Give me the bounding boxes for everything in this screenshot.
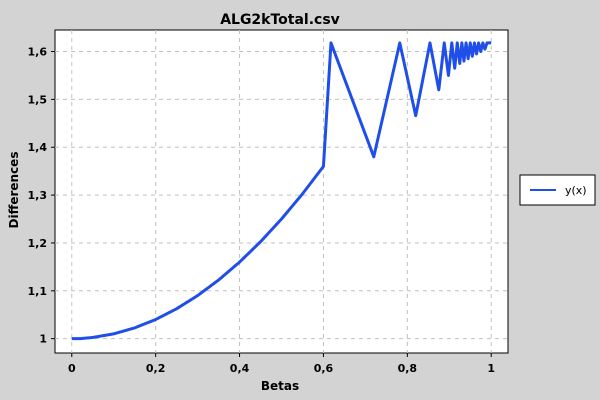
plot-area — [54, 29, 509, 354]
chart-title: ALG2kTotal.csv — [220, 12, 340, 28]
x-tick-label: 1 — [487, 362, 495, 375]
y-tick-label: 1,4 — [28, 141, 48, 154]
x-axis-label: Betas — [261, 379, 299, 393]
x-tick-label: 0,4 — [230, 362, 250, 375]
x-tick-label: 0,6 — [314, 362, 334, 375]
series-group — [70, 41, 492, 341]
y-tick-label: 1,1 — [28, 285, 48, 298]
x-tick-label: 0,8 — [398, 362, 418, 375]
x-axis: 0 0,2 0,4 0,6 0,8 1 — [68, 353, 495, 375]
legend-label: y(x) — [565, 184, 587, 197]
series-line-0 — [70, 41, 492, 341]
y-tick-label: 1,6 — [28, 46, 48, 59]
legend-box — [519, 174, 596, 206]
y-axis: 1 1,1 1,2 1,3 1,4 1,5 1,6 — [28, 46, 55, 346]
y-axis-label: Differences — [7, 152, 21, 229]
x-tick-label: 0 — [68, 362, 76, 375]
grid — [55, 30, 508, 353]
y-tick-label: 1,3 — [28, 189, 48, 202]
y-tick-label: 1,2 — [28, 237, 48, 250]
legend: y(x) — [519, 174, 596, 206]
y-tick-label: 1 — [39, 333, 47, 346]
y-tick-label: 1,5 — [28, 93, 48, 106]
x-tick-label: 0,2 — [146, 362, 166, 375]
